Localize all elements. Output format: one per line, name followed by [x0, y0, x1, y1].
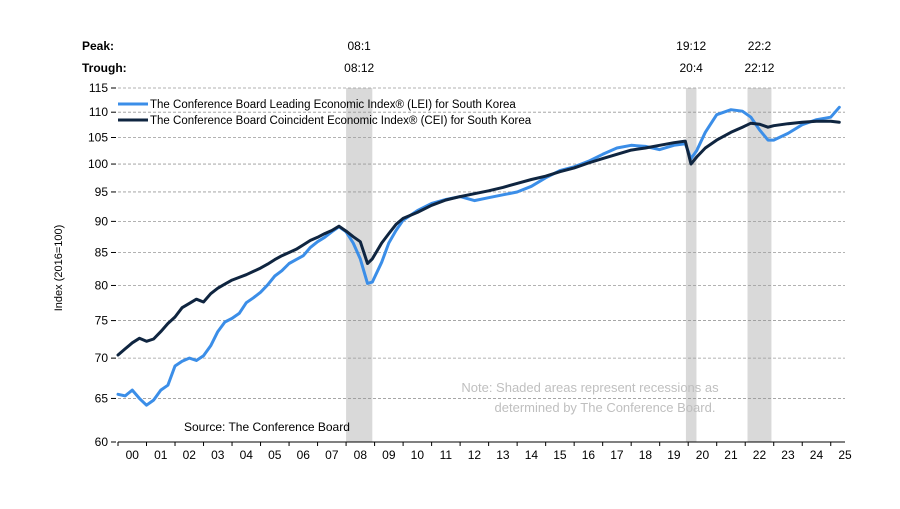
recession-trough-label: 08:12 — [344, 61, 374, 75]
x-tick-label: 13 — [496, 448, 510, 462]
x-tick-label: 01 — [154, 448, 168, 462]
x-tick-label: 20 — [696, 448, 710, 462]
legend: The Conference Board Leading Economic In… — [118, 99, 532, 127]
x-tick-label: 19 — [667, 448, 681, 462]
x-tick-label: 02 — [183, 448, 197, 462]
y-tick-label: 80 — [95, 278, 109, 292]
x-tick-label: 22 — [753, 448, 767, 462]
recession-peak-label: 08:1 — [348, 39, 372, 53]
x-tick-label: 17 — [610, 448, 624, 462]
recession-band — [747, 88, 772, 442]
recession-note-line-2: determined by The Conference Board. — [495, 400, 716, 415]
series-line-cei — [116, 119, 841, 357]
series-line-lei — [116, 105, 841, 407]
x-tick-label: 23 — [781, 448, 795, 462]
x-tick-label: 00 — [126, 448, 140, 462]
y-tick-label: 65 — [95, 391, 109, 405]
recession-peak-label: 19:12 — [676, 39, 706, 53]
trough-header-label: Trough: — [82, 61, 127, 75]
y-axis-title: Index (2016=100) — [53, 225, 65, 312]
x-tick-label: 06 — [297, 448, 311, 462]
gridlines-layer — [118, 87, 845, 399]
x-tick-label: 24 — [810, 448, 824, 462]
x-tick-label: 07 — [325, 448, 339, 462]
recession-peak-label: 22:2 — [748, 39, 772, 53]
x-tick-label: 10 — [411, 448, 425, 462]
x-tick-label: 25 — [838, 448, 852, 462]
peak-header-label: Peak: — [82, 39, 114, 53]
y-tick-label: 110 — [89, 105, 108, 119]
y-tick-label: 60 — [95, 435, 109, 449]
series-layer — [116, 105, 841, 407]
x-tick-label: 21 — [724, 448, 738, 462]
x-tick-label: 18 — [639, 448, 653, 462]
recession-note-line-1: Note: Shaded areas represent recessions … — [461, 380, 719, 395]
recession-trough-label: 20:4 — [680, 61, 704, 75]
legend-label-lei: The Conference Board Leading Economic In… — [150, 99, 516, 111]
source-label: Source: The Conference Board — [184, 420, 350, 434]
y-tick-label: 115 — [89, 81, 108, 95]
x-tick-label: 09 — [382, 448, 396, 462]
x-tick-label: 11 — [440, 448, 453, 462]
x-tick-label: 08 — [354, 448, 368, 462]
legend-label-cei: The Conference Board Coincident Economic… — [150, 115, 532, 127]
x-tick-label: 16 — [582, 448, 596, 462]
y-tick-label: 105 — [88, 130, 108, 144]
y-tick-label: 90 — [95, 214, 109, 228]
x-tick-label: 15 — [553, 448, 567, 462]
x-tick-label: 04 — [240, 448, 254, 462]
recession-trough-label: 22:12 — [744, 61, 774, 75]
y-tick-label: 75 — [95, 314, 109, 328]
x-tick-label: 14 — [525, 448, 539, 462]
recession-band — [346, 88, 373, 442]
y-tick-label: 70 — [95, 351, 109, 365]
x-tick-label: 12 — [468, 448, 482, 462]
y-tick-label: 95 — [95, 185, 109, 199]
y-tick-label: 100 — [88, 157, 108, 171]
recession-band — [685, 88, 697, 442]
y-tick-label: 85 — [95, 245, 109, 259]
axes-layer: 60 65 70 75 80 85 90 95 100 105 110 115 00 01 02 03 04 05… — [88, 81, 852, 462]
x-tick-label: 03 — [211, 448, 225, 462]
x-tick-label: 05 — [268, 448, 282, 462]
recession-shading-layer — [346, 88, 772, 442]
